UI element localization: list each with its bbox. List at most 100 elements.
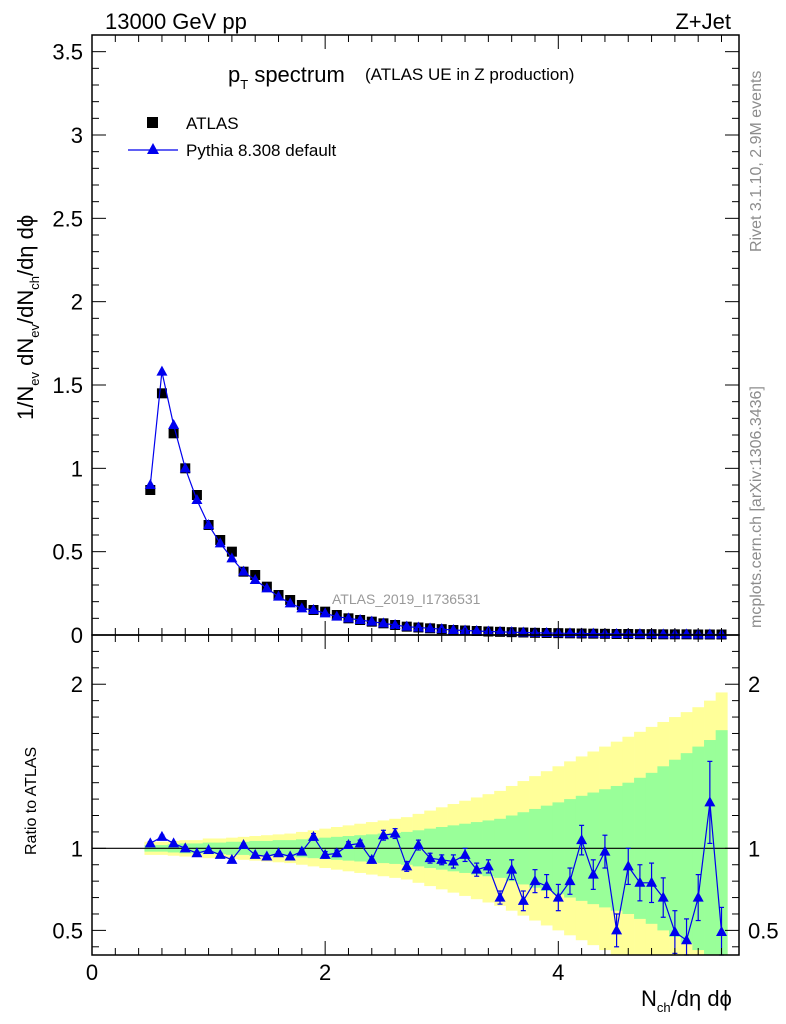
ratio-point: [587, 868, 599, 879]
ratio-point: [389, 827, 401, 838]
mc-point: [657, 628, 669, 639]
ratio-point: [412, 839, 424, 850]
ratio-point: [482, 860, 494, 871]
mc-point: [366, 615, 378, 626]
analysis-id: ATLAS_2019_I1736531: [332, 591, 481, 607]
mc-point: [168, 419, 180, 429]
ratio-point: [459, 848, 471, 859]
ratio-point: [191, 847, 203, 858]
mc-point: [179, 462, 191, 473]
ratio-point: [296, 845, 308, 856]
y-tick-label-ratio-right: 2: [748, 672, 760, 697]
ratio-point: [354, 837, 366, 848]
mc-point: [389, 619, 401, 629]
mc-point: [342, 612, 354, 623]
ratio-point: [226, 853, 238, 864]
mc-point: [226, 552, 238, 563]
mc-point: [424, 622, 436, 633]
ratio-point: [576, 834, 588, 845]
atlas-point: [145, 485, 156, 495]
atlas-point: [156, 388, 167, 399]
ratio-point: [273, 847, 285, 858]
ratio-point: [704, 796, 716, 807]
ratio-point: [599, 845, 611, 856]
y-tick-label-ratio-right: 1: [748, 836, 760, 861]
mc-point: [191, 494, 203, 504]
y-tick-label-main: 2.5: [52, 206, 83, 231]
ratio-point: [366, 853, 378, 864]
plot-title: pT spectrum: [228, 62, 345, 92]
y-tick-label-main: 3.5: [52, 40, 83, 65]
mc-point: [238, 565, 250, 576]
x-tick-label: 2: [319, 960, 331, 985]
mc-point: [412, 621, 424, 632]
mc-point: [284, 597, 296, 608]
ratio-point: [249, 848, 261, 859]
ratio-point: [179, 842, 191, 853]
ratio-point: [168, 837, 180, 848]
ratio-point: [552, 891, 564, 902]
ratio-point: [646, 876, 658, 887]
x-tick-label: 4: [552, 960, 564, 985]
ratio-point: [342, 839, 354, 850]
mc-point: [156, 365, 168, 376]
ratio-point: [529, 875, 541, 886]
ratio-point: [144, 837, 156, 848]
plot-title-note: (ATLAS UE in Z production): [365, 65, 574, 84]
ratio-point: [284, 850, 296, 861]
mc-point: [471, 625, 483, 635]
mc-point: [681, 628, 693, 639]
y-tick-label-ratio-right: 0.5: [748, 918, 779, 943]
ratio-point: [657, 891, 669, 902]
mc-point: [354, 614, 366, 624]
ratio-point: [564, 875, 576, 886]
y-tick-label-main: 3: [71, 123, 83, 148]
axis-ticks: [91, 34, 739, 955]
y-tick-label-main: 1.5: [52, 373, 83, 398]
mc-point: [144, 479, 156, 489]
ratio-point: [156, 830, 168, 841]
axis-tick-labels: 0 2 400.511.522.533.50.5 0.51 12 2: [52, 40, 778, 985]
legend-mc-marker: [147, 143, 159, 154]
ratio-point: [681, 934, 693, 945]
ratio-point: [471, 863, 483, 874]
mc-point: [203, 519, 215, 529]
mc-point: [377, 617, 389, 628]
ratio-point: [331, 847, 343, 858]
ratio-point: [611, 924, 623, 935]
mc-point: [331, 610, 343, 621]
mc-point: [401, 620, 413, 631]
mc-point: [261, 582, 273, 593]
y-tick-label-main: 1: [71, 456, 83, 481]
ratio-point: [494, 891, 506, 902]
mc-point: [214, 537, 226, 548]
ratio-point: [716, 926, 728, 937]
y-axis-label-main: 1/Nev dNev/dNch/dη dϕ: [13, 215, 42, 420]
y-axis-label-ratio: Ratio to ATLAS: [23, 747, 40, 855]
ratio-point: [238, 839, 250, 850]
ratio-point: [261, 850, 273, 861]
ratio-point: [436, 853, 448, 864]
y-tick-label-ratio: 0.5: [52, 918, 83, 943]
mc-point: [494, 625, 506, 636]
ratio-point: [424, 852, 436, 863]
band-inner-bin: [715, 730, 728, 955]
legend-mc-label: Pythia 8.308 default: [186, 141, 337, 160]
y-tick-label-ratio: 1: [71, 836, 83, 861]
atlas-point: [226, 546, 237, 557]
legend-atlas-label: ATLAS: [186, 114, 239, 133]
y-tick-label-main: 2: [71, 290, 83, 315]
side-label-bottom: mcplots.cern.ch [arXiv:1306.3436]: [748, 386, 765, 628]
y-tick-label-ratio: 2: [71, 672, 83, 697]
y-tick-label-main: 0: [71, 623, 83, 648]
mc-point: [296, 602, 308, 613]
mc-point: [704, 628, 716, 639]
band-inner-bin: [704, 740, 716, 955]
mc-point: [307, 604, 319, 614]
ratio-point: [692, 891, 704, 902]
header-left: 13000 GeV pp: [105, 9, 247, 34]
x-tick-label: 0: [86, 960, 98, 985]
side-label-top: Rivet 3.1.10, 2.9M events: [748, 71, 765, 252]
ratio-point: [541, 880, 553, 891]
